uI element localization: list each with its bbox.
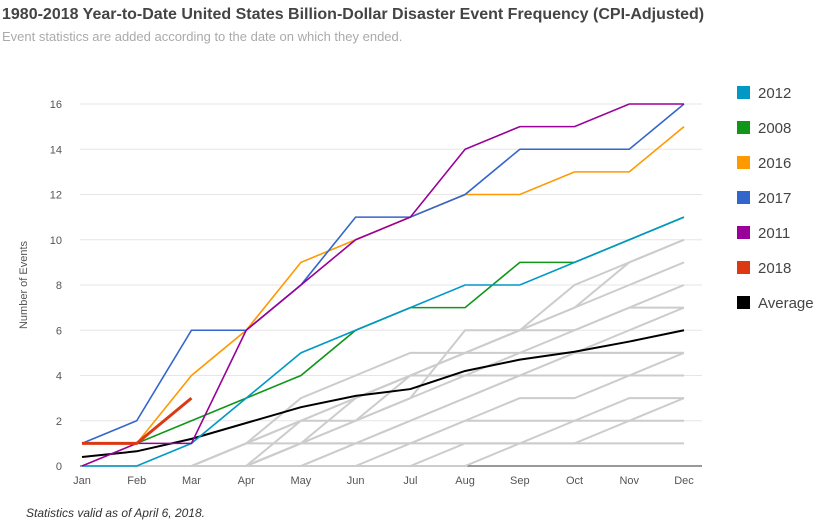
y-tick-label: 8 — [56, 280, 62, 292]
x-tick-label: Dec — [674, 475, 694, 487]
legend-swatch-2011 — [737, 226, 750, 239]
y-tick-label: 14 — [50, 144, 62, 156]
y-tick-label: 0 — [56, 461, 62, 473]
legend-swatch-2008 — [737, 121, 750, 134]
y-tick-label: 16 — [50, 99, 62, 111]
y-axis-label: Number of Events — [18, 240, 30, 329]
legend-swatch-average — [737, 296, 750, 309]
chart-title: 1980-2018 Year-to-Date United States Bil… — [2, 6, 705, 23]
series-line-2011 — [81, 103, 684, 467]
legend-label-2017: 2017 — [758, 190, 791, 207]
series-line-average — [81, 329, 685, 458]
legend-label-2011: 2011 — [758, 225, 790, 242]
legend-swatch-2012 — [737, 86, 750, 99]
y-tick-label: 2 — [56, 416, 62, 428]
legend-swatch-2016 — [737, 156, 750, 169]
legend-label-2018: 2018 — [758, 260, 791, 277]
x-tick-label: Aug — [455, 475, 475, 487]
series-line-2017 — [81, 103, 685, 445]
y-tick-label: 10 — [50, 235, 62, 247]
other-year-line — [82, 351, 684, 467]
x-tick-label: Mar — [182, 475, 201, 487]
y-tick-label: 12 — [50, 190, 62, 202]
series-line-2012 — [82, 216, 685, 467]
legend-label-2008: 2008 — [758, 120, 791, 137]
x-tick-label: Jan — [73, 475, 91, 487]
footnote: Statistics valid as of April 6, 2018. — [26, 506, 205, 520]
legend-swatch-2018 — [737, 261, 750, 274]
legend-label-2012: 2012 — [758, 85, 791, 102]
y-tick-label: 6 — [56, 325, 62, 337]
legend-label-average: Average — [758, 295, 814, 312]
x-tick-label: Oct — [566, 475, 583, 487]
x-tick-label: Jul — [403, 475, 417, 487]
chart-subtitle: Event statistics are added according to … — [2, 29, 403, 44]
x-tick-label: Nov — [619, 475, 639, 487]
legend-swatch-2017 — [737, 191, 750, 204]
series-line-2018 — [82, 396, 193, 445]
x-tick-label: May — [291, 475, 312, 487]
x-tick-label: Sep — [510, 475, 530, 487]
x-tick-label: Jun — [347, 475, 365, 487]
other-year-line — [82, 442, 684, 467]
legend-label-2016: 2016 — [758, 155, 791, 172]
x-tick-label: Feb — [127, 475, 146, 487]
y-tick-label: 4 — [56, 371, 62, 383]
x-tick-label: Apr — [238, 475, 255, 487]
